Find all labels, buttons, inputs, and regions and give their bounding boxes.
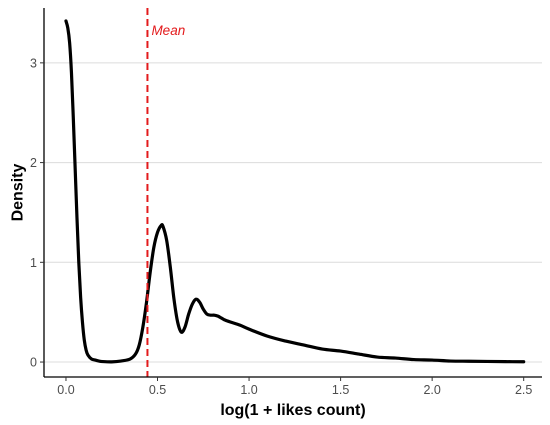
plot-marks: Mean xyxy=(64,8,526,377)
y-tick-label: 3 xyxy=(30,56,37,70)
y-tick-label: 1 xyxy=(30,256,37,270)
y-tick-label: 0 xyxy=(30,356,37,370)
grid-lines xyxy=(44,62,542,363)
x-tick-label: 0.5 xyxy=(149,383,166,397)
x-axis-label: log(1 + likes count) xyxy=(220,402,365,419)
axes: 0 1 2 3 0.0 0.5 1.0 1.5 2.0 2.5 xyxy=(30,8,542,397)
x-tick-label: 1.5 xyxy=(332,383,349,397)
x-tick-label: 2.0 xyxy=(423,383,440,397)
density-line xyxy=(64,19,526,364)
x-tick-label: 1.0 xyxy=(240,383,257,397)
x-tick-label: 0.0 xyxy=(57,383,74,397)
y-tick-label: 2 xyxy=(30,156,37,170)
mean-label: Mean xyxy=(151,23,185,38)
x-tick-label: 2.5 xyxy=(515,383,532,397)
y-axis-label: Density xyxy=(10,164,27,222)
